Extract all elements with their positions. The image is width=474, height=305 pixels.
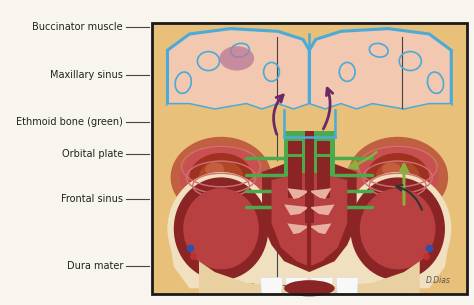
- Polygon shape: [152, 23, 467, 294]
- Ellipse shape: [180, 145, 262, 210]
- Ellipse shape: [183, 188, 259, 269]
- Ellipse shape: [382, 163, 401, 176]
- Text: Brain: Brain: [390, 283, 415, 293]
- Text: Frontal sinus: Frontal sinus: [61, 194, 123, 204]
- Text: D.Dias: D.Dias: [426, 276, 451, 285]
- Ellipse shape: [161, 129, 281, 226]
- Polygon shape: [310, 29, 451, 110]
- Polygon shape: [288, 141, 302, 154]
- Polygon shape: [287, 223, 310, 234]
- Ellipse shape: [338, 129, 457, 226]
- Polygon shape: [167, 104, 451, 142]
- Ellipse shape: [350, 178, 445, 280]
- Polygon shape: [336, 278, 358, 294]
- Polygon shape: [262, 161, 356, 272]
- Text: Cribriform plate: Cribriform plate: [238, 283, 316, 293]
- Polygon shape: [317, 170, 330, 184]
- Ellipse shape: [375, 160, 420, 195]
- Ellipse shape: [174, 178, 268, 280]
- Text: Ethmoid bone (green): Ethmoid bone (green): [16, 117, 123, 127]
- Ellipse shape: [360, 188, 436, 269]
- Text: Maxillary sinus: Maxillary sinus: [50, 70, 123, 81]
- Ellipse shape: [219, 46, 254, 70]
- Ellipse shape: [356, 145, 438, 210]
- Polygon shape: [317, 141, 330, 154]
- Polygon shape: [261, 278, 283, 294]
- Polygon shape: [317, 184, 330, 198]
- Bar: [152, 23, 467, 294]
- Polygon shape: [272, 172, 347, 267]
- Ellipse shape: [347, 137, 448, 218]
- Polygon shape: [310, 188, 331, 199]
- Ellipse shape: [190, 153, 253, 202]
- Polygon shape: [310, 204, 335, 215]
- Polygon shape: [311, 278, 333, 294]
- Polygon shape: [288, 184, 302, 198]
- Polygon shape: [167, 172, 451, 288]
- Polygon shape: [288, 170, 302, 184]
- Polygon shape: [291, 223, 328, 256]
- Polygon shape: [284, 204, 310, 215]
- Ellipse shape: [344, 172, 451, 285]
- Ellipse shape: [366, 153, 429, 202]
- Polygon shape: [310, 223, 331, 234]
- Text: Dura mater: Dura mater: [67, 261, 123, 271]
- Polygon shape: [199, 261, 420, 294]
- Ellipse shape: [284, 280, 335, 296]
- Text: Orbital plate: Orbital plate: [62, 149, 123, 159]
- Polygon shape: [305, 131, 314, 223]
- Polygon shape: [288, 157, 302, 170]
- Polygon shape: [287, 188, 310, 199]
- Polygon shape: [286, 278, 308, 294]
- Text: Buccinator muscle: Buccinator muscle: [32, 22, 123, 32]
- Ellipse shape: [205, 163, 224, 176]
- Ellipse shape: [171, 137, 272, 218]
- Polygon shape: [284, 131, 335, 223]
- Ellipse shape: [167, 172, 274, 285]
- Polygon shape: [317, 157, 330, 170]
- Ellipse shape: [199, 160, 243, 195]
- Polygon shape: [167, 29, 310, 110]
